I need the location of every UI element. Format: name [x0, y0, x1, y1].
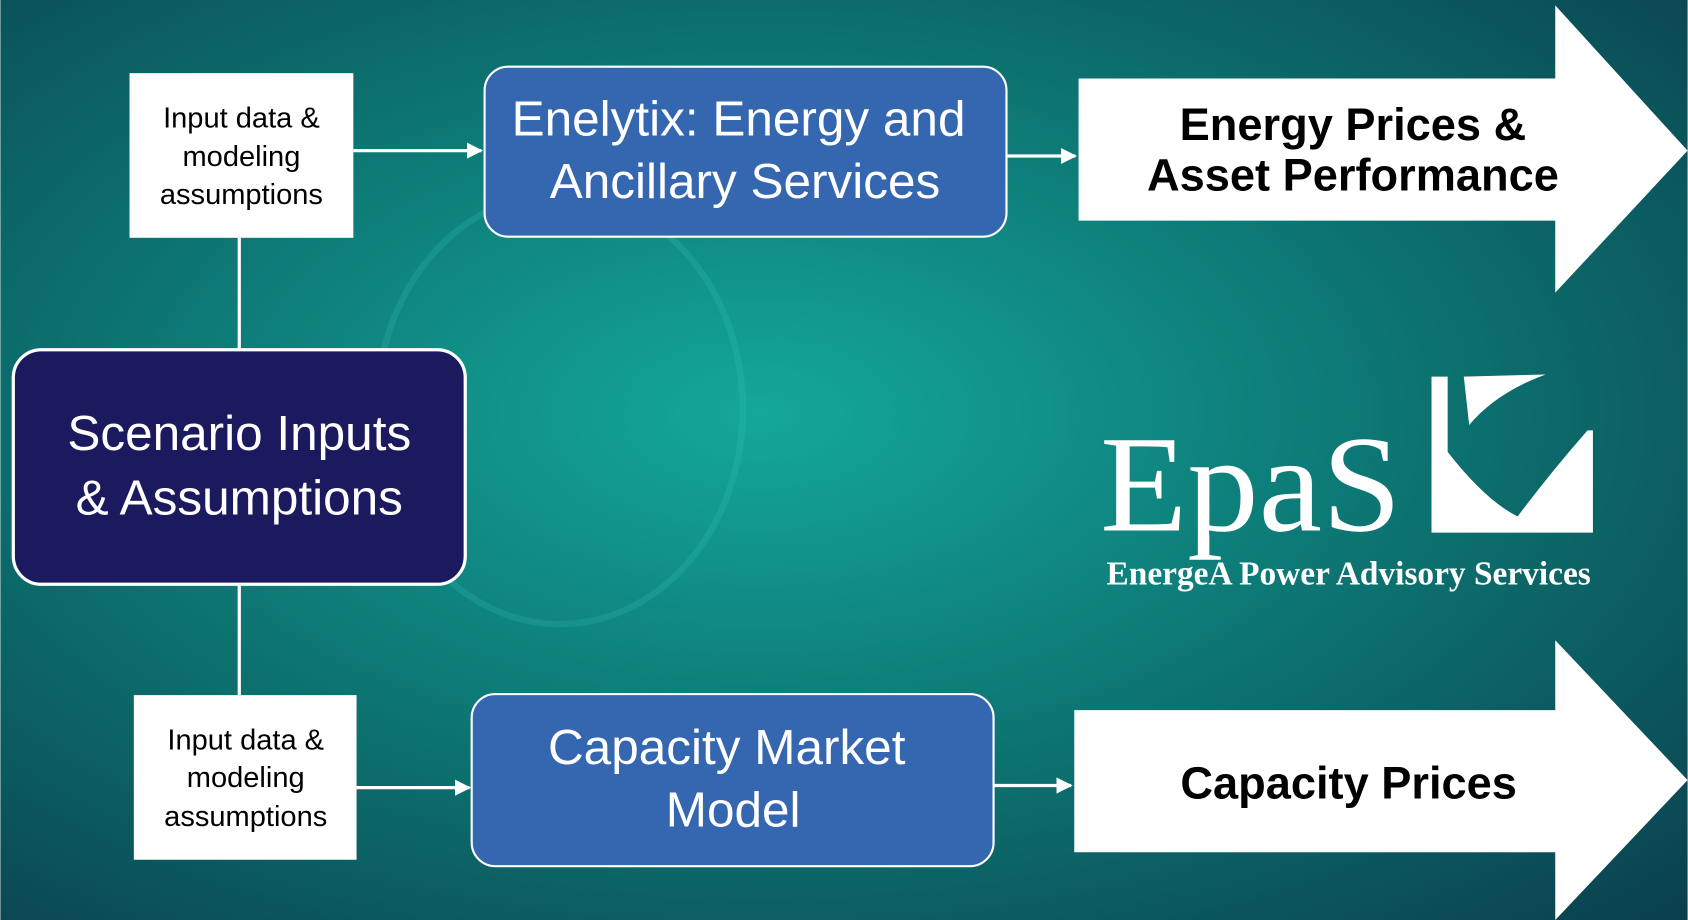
scenario-box [13, 350, 465, 585]
logo-name: EpaS [1100, 407, 1401, 560]
page: Scenario Inputs& Assumptions Input data … [0, 0, 1688, 920]
logo-tagline: EnergeA Power Advisory Services [1107, 555, 1591, 592]
diagram: Scenario Inputs& Assumptions Input data … [0, 0, 1688, 920]
output-label: Energy Prices &Asset Performance [1147, 99, 1559, 201]
output-label: Capacity Prices [1180, 758, 1517, 809]
